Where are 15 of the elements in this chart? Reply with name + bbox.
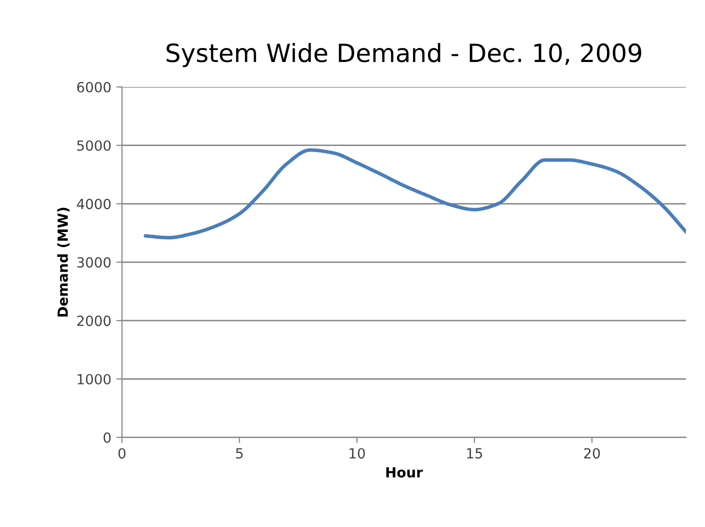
y-tick-label: 6000 xyxy=(77,82,111,92)
x-tick-label: 5 xyxy=(236,448,243,459)
y-tick-label: 3000 xyxy=(77,257,111,268)
y-axis-title: Demand (MW) xyxy=(57,208,70,317)
x-tick-label: 10 xyxy=(350,448,365,459)
y-tick-label: 4000 xyxy=(76,198,111,210)
x-axis-title: Hour xyxy=(386,467,423,478)
y-tick-label: 0 xyxy=(104,432,111,443)
x-tick-label: 0 xyxy=(118,448,126,459)
x-tick-label: 20 xyxy=(584,448,600,459)
chart-title: System Wide Demand - Dec. 10, 2009 xyxy=(166,42,642,68)
y-tick-label: 2000 xyxy=(77,316,111,326)
y-tick-label: 1000 xyxy=(78,374,111,384)
x-tick-label: 15 xyxy=(467,448,482,459)
y-tick-label: 5000 xyxy=(77,140,111,151)
